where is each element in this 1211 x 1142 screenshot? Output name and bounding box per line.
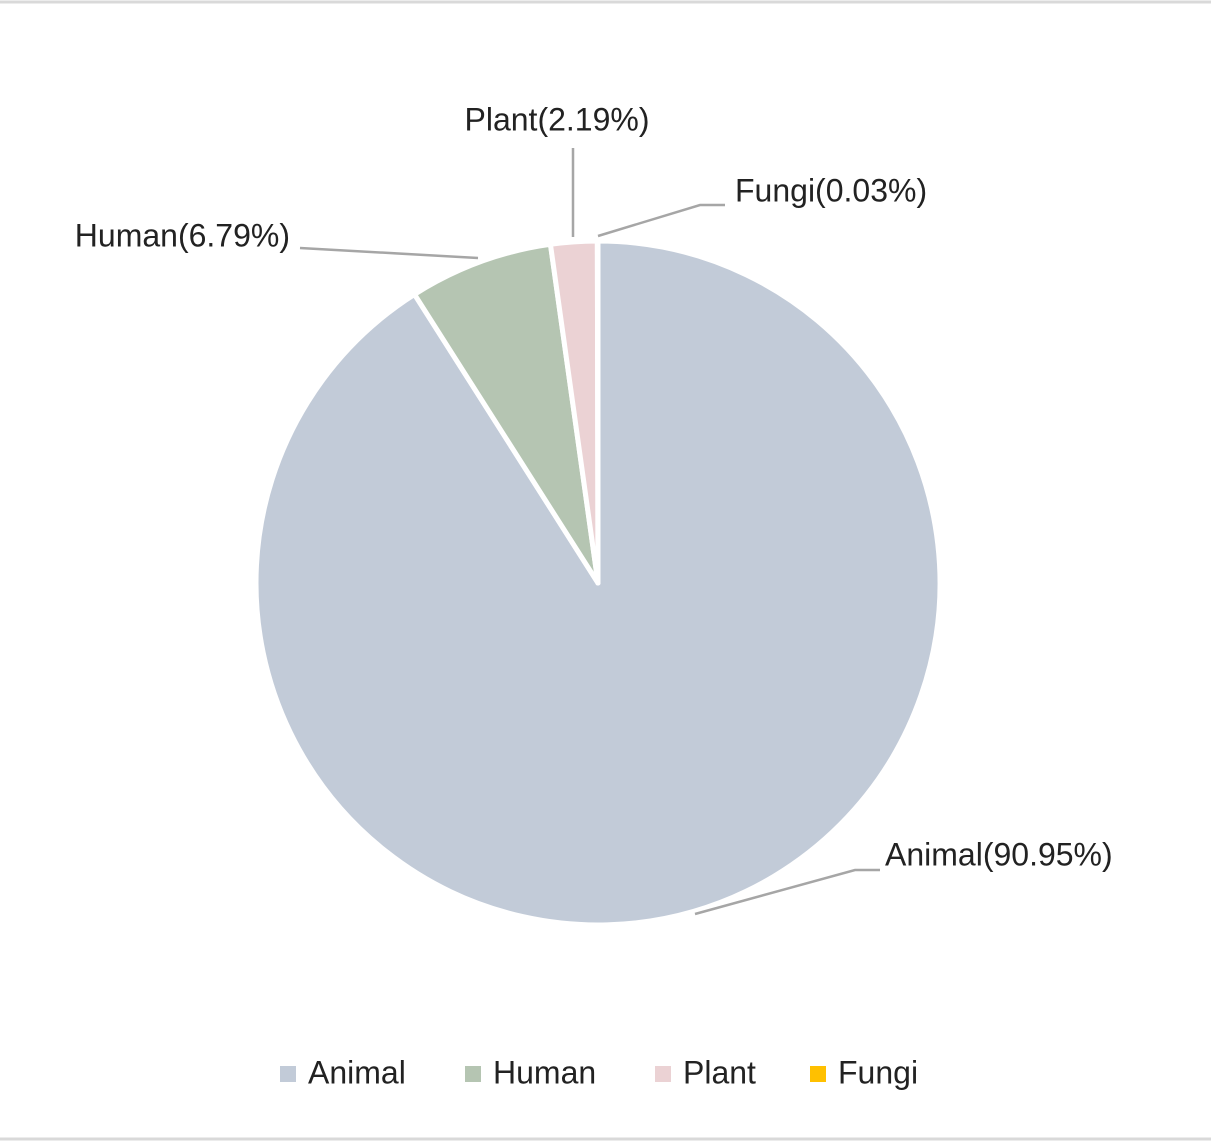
data-label: Plant(2.19%) [465, 101, 650, 137]
data-label: Human(6.79%) [75, 217, 290, 253]
legend-label: Animal [308, 1054, 406, 1090]
pie-slice [412, 241, 601, 586]
legend-swatch [655, 1066, 671, 1082]
legend-label: Plant [683, 1054, 756, 1090]
legend-swatch [465, 1066, 481, 1082]
data-label: Animal(90.95%) [885, 836, 1113, 872]
legend-label: Fungi [838, 1054, 918, 1090]
leader-line [299, 246, 479, 260]
legend-swatch [810, 1066, 826, 1082]
legend-label: Human [493, 1054, 596, 1090]
leader-line [694, 868, 880, 916]
legend-swatch [280, 1066, 296, 1082]
pie-slice [594, 238, 601, 586]
leader-line [597, 203, 725, 238]
data-label: Fungi(0.03%) [735, 172, 927, 208]
